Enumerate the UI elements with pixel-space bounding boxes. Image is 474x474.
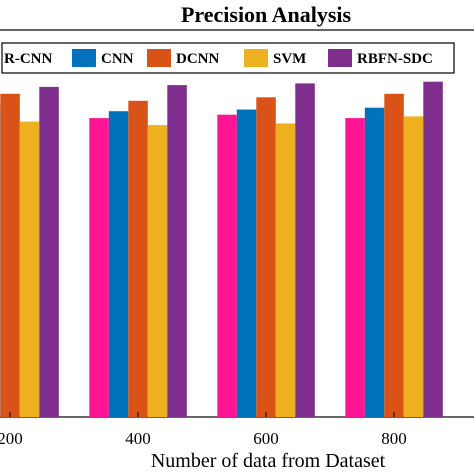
legend-label-svm: SVM (273, 51, 306, 67)
legend-swatch-cnn (72, 49, 96, 67)
legend-label-dcnn: DCNN (176, 51, 219, 67)
legend-label-rbfn-sdc: RBFN-SDC (357, 51, 433, 67)
bar-r-cnn-600 (217, 114, 237, 417)
bar-rbfn-sdc-600 (295, 83, 315, 418)
legend-label-cnn: CNN (101, 51, 134, 67)
bar-cnn-600 (236, 109, 257, 417)
x-axis-label: Number of data from Dataset (151, 450, 386, 472)
x-tick-label-800: 800 (381, 429, 407, 448)
x-tick-label-200: 200 (0, 429, 23, 448)
x-tick-label-400: 400 (125, 429, 151, 448)
bar-dcnn-600 (256, 97, 276, 418)
bar-svm-400 (147, 125, 168, 417)
legend-swatch-dcnn (147, 49, 171, 67)
bar-cnn-800 (364, 107, 385, 417)
bar-dcnn-800 (384, 93, 404, 418)
legend-swatch-svm (244, 49, 268, 67)
bar-rbfn-sdc-200 (39, 86, 59, 418)
bar-group (0, 81, 443, 418)
bar-svm-800 (403, 116, 424, 418)
bar-cnn-400 (108, 111, 129, 417)
bar-svm-600 (275, 123, 296, 418)
bar-rbfn-sdc-400 (167, 85, 187, 417)
bar-r-cnn-400 (89, 118, 109, 417)
legend-swatch-rbfn-sdc (328, 49, 352, 67)
x-tick-label-600: 600 (253, 429, 279, 448)
bar-r-cnn-800 (345, 118, 365, 417)
x-tick-labels: 200 400 600 800 (0, 412, 407, 448)
legend: R-CNN CNN DCNN SVM RBFN-SDC (1, 42, 455, 74)
chart-title: Precision Analysis (181, 2, 352, 27)
legend-items: R-CNN CNN DCNN SVM RBFN-SDC (4, 49, 433, 67)
bar-dcnn-400 (128, 100, 148, 418)
bar-dcnn-200 (0, 93, 20, 418)
bar-svm-200 (19, 121, 40, 417)
legend-label-r-cnn: R-CNN (4, 51, 52, 67)
bar-rbfn-sdc-800 (423, 81, 443, 417)
